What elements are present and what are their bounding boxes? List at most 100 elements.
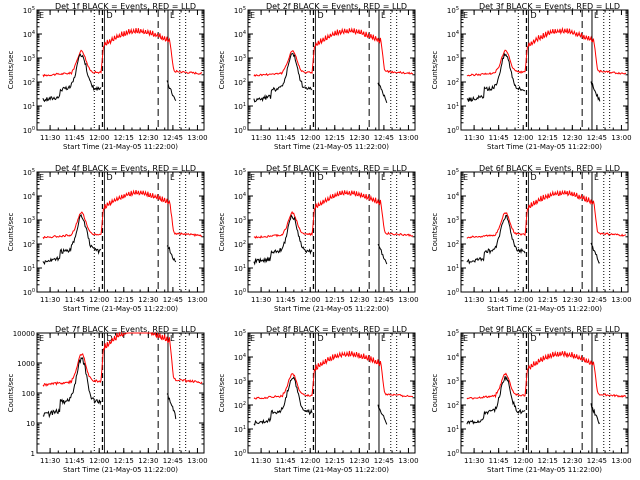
x-tick-label: 12:00 bbox=[300, 134, 320, 142]
x-tick-label: 12:00 bbox=[89, 134, 109, 142]
y-tick-label: 100 bbox=[234, 126, 246, 135]
y-tick-label: 102 bbox=[447, 401, 459, 410]
marker-label-e: E bbox=[39, 173, 44, 182]
y-tick-label: 103 bbox=[23, 54, 35, 63]
marker-label-d: D bbox=[106, 11, 112, 20]
y-tick-label: 102 bbox=[447, 78, 459, 87]
y-tick-label: 100 bbox=[234, 449, 246, 458]
y-tick-label: 105 bbox=[234, 329, 246, 338]
y-tick-label: 105 bbox=[23, 168, 35, 177]
x-tick-label: 11:45 bbox=[65, 457, 85, 465]
x-tick-label: 12:45 bbox=[374, 457, 394, 465]
events-series-line bbox=[42, 213, 102, 266]
y-tick-label: 101 bbox=[23, 102, 35, 111]
y-tick-label: 105 bbox=[447, 6, 459, 15]
y-tick-label: 100 bbox=[23, 126, 35, 135]
x-axis-label: Start Time (21-May-05 11:22:00) bbox=[63, 466, 178, 474]
chart-panel-2: Det 2f BLACK = Events, RED = LLD 100 101 10… bbox=[218, 2, 419, 151]
marker-label-l: L bbox=[381, 11, 386, 20]
x-tick-label: 13:00 bbox=[611, 134, 631, 142]
x-tick-label: 12:15 bbox=[114, 134, 134, 142]
marker-label-l: L bbox=[594, 334, 599, 343]
x-tick-label: 13:00 bbox=[187, 134, 207, 142]
chart-panel-3: Det 3f BLACK = Events, RED = LLD 100 101 10… bbox=[431, 2, 632, 151]
x-tick-label: 12:15 bbox=[538, 296, 558, 304]
marker-label-e: E bbox=[250, 173, 255, 182]
events-series-tail bbox=[590, 403, 601, 425]
marker-label-d: D bbox=[106, 173, 112, 182]
marker-label-d: D bbox=[530, 11, 536, 20]
marker-label-d: D bbox=[317, 11, 323, 20]
marker-label-l: L bbox=[594, 11, 599, 20]
x-tick-label: 12:30 bbox=[349, 134, 369, 142]
x-tick-label: 12:30 bbox=[562, 457, 582, 465]
events-series-tail bbox=[166, 392, 177, 420]
y-tick-label: 101 bbox=[447, 264, 459, 273]
x-axis-label: Start Time (21-May-05 11:22:00) bbox=[487, 466, 602, 474]
x-tick-label: 11:30 bbox=[464, 296, 484, 304]
marker-label-e: E bbox=[39, 334, 44, 343]
y-tick-label: 103 bbox=[447, 377, 459, 386]
chart-panel-8: Det 8f BLACK = Events, RED = LLD 100 101 10… bbox=[218, 325, 419, 474]
x-tick-label: 12:45 bbox=[587, 134, 607, 142]
chart-panel-9: Det 9f BLACK = Events, RED = LLD 100 101 10… bbox=[431, 325, 632, 474]
lld-series-line bbox=[253, 350, 414, 400]
marker-label-d: D bbox=[317, 334, 323, 343]
y-axis-label: Counts/sec bbox=[7, 51, 15, 90]
chart-title-1: Det 1f BLACK = Events, RED = LLD bbox=[55, 2, 196, 11]
chart-panel-4: Det 4f BLACK = Events, RED = LLD 100 101 10… bbox=[7, 164, 208, 313]
plot-frame bbox=[36, 171, 205, 293]
x-tick-label: 12:00 bbox=[300, 296, 320, 304]
y-tick-label: 100 bbox=[447, 288, 459, 297]
x-tick-label: 11:45 bbox=[276, 296, 296, 304]
events-series-line bbox=[466, 52, 526, 103]
y-axis-label: Counts/sec bbox=[431, 374, 439, 413]
x-tick-label: 12:15 bbox=[538, 134, 558, 142]
x-tick-label: 12:45 bbox=[163, 457, 183, 465]
marker-label-d: D bbox=[530, 173, 536, 182]
chart-title-9: Det 9f BLACK = Events, RED = LLD bbox=[479, 325, 620, 334]
y-axis-label: Counts/sec bbox=[431, 51, 439, 90]
marker-label-l: L bbox=[381, 334, 386, 343]
lld-series-line bbox=[42, 189, 203, 240]
plot-frame bbox=[460, 332, 629, 454]
events-series-line bbox=[42, 53, 102, 103]
x-tick-label: 12:45 bbox=[163, 134, 183, 142]
y-tick-label: 10 bbox=[26, 420, 35, 428]
chart-title-7: Det 7f BLACK = Events, RED = LLD bbox=[55, 325, 196, 334]
chart-title-6: Det 6f BLACK = Events, RED = LLD bbox=[479, 164, 620, 173]
lld-series-line bbox=[466, 26, 627, 77]
plot-frame bbox=[247, 171, 416, 293]
plot-frame bbox=[460, 171, 629, 293]
y-tick-label: 105 bbox=[23, 6, 35, 15]
x-tick-label: 13:00 bbox=[187, 296, 207, 304]
y-tick-label: 100 bbox=[23, 288, 35, 297]
x-tick-label: 11:45 bbox=[65, 134, 85, 142]
events-series-tail bbox=[590, 242, 600, 264]
x-tick-label: 12:30 bbox=[562, 134, 582, 142]
x-tick-label: 12:15 bbox=[538, 457, 558, 465]
y-tick-label: 1000 bbox=[17, 360, 35, 368]
y-tick-label: 10000 bbox=[13, 330, 35, 338]
x-tick-label: 12:00 bbox=[513, 134, 533, 142]
lld-series-line bbox=[253, 189, 414, 239]
lld-series-line bbox=[466, 350, 627, 400]
chart-panel-7: Det 7f BLACK = Events, RED = LLD 1 10 100 10… bbox=[7, 325, 208, 474]
x-axis-label: Start Time (21-May-05 11:22:00) bbox=[63, 305, 178, 313]
chart-panel-6: Det 6f BLACK = Events, RED = LLD 100 101 10… bbox=[431, 164, 632, 313]
y-tick-label: 100 bbox=[447, 449, 459, 458]
y-tick-label: 102 bbox=[23, 240, 35, 249]
plot-frame bbox=[36, 332, 205, 454]
x-tick-label: 11:45 bbox=[276, 134, 296, 142]
x-tick-label: 11:30 bbox=[251, 134, 271, 142]
y-axis-label: Counts/sec bbox=[7, 213, 15, 252]
x-tick-label: 13:00 bbox=[611, 457, 631, 465]
marker-label-e: E bbox=[463, 173, 468, 182]
plot-frame bbox=[36, 9, 205, 131]
events-series-line bbox=[253, 376, 313, 426]
x-tick-label: 12:45 bbox=[587, 457, 607, 465]
x-tick-label: 12:45 bbox=[587, 296, 607, 304]
events-series-line bbox=[466, 214, 526, 265]
x-axis-label: Start Time (21-May-05 11:22:00) bbox=[274, 466, 389, 474]
x-axis-label: Start Time (21-May-05 11:22:00) bbox=[63, 143, 178, 151]
